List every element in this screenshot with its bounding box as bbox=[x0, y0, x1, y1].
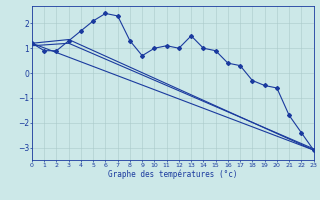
X-axis label: Graphe des températures (°c): Graphe des températures (°c) bbox=[108, 170, 237, 179]
